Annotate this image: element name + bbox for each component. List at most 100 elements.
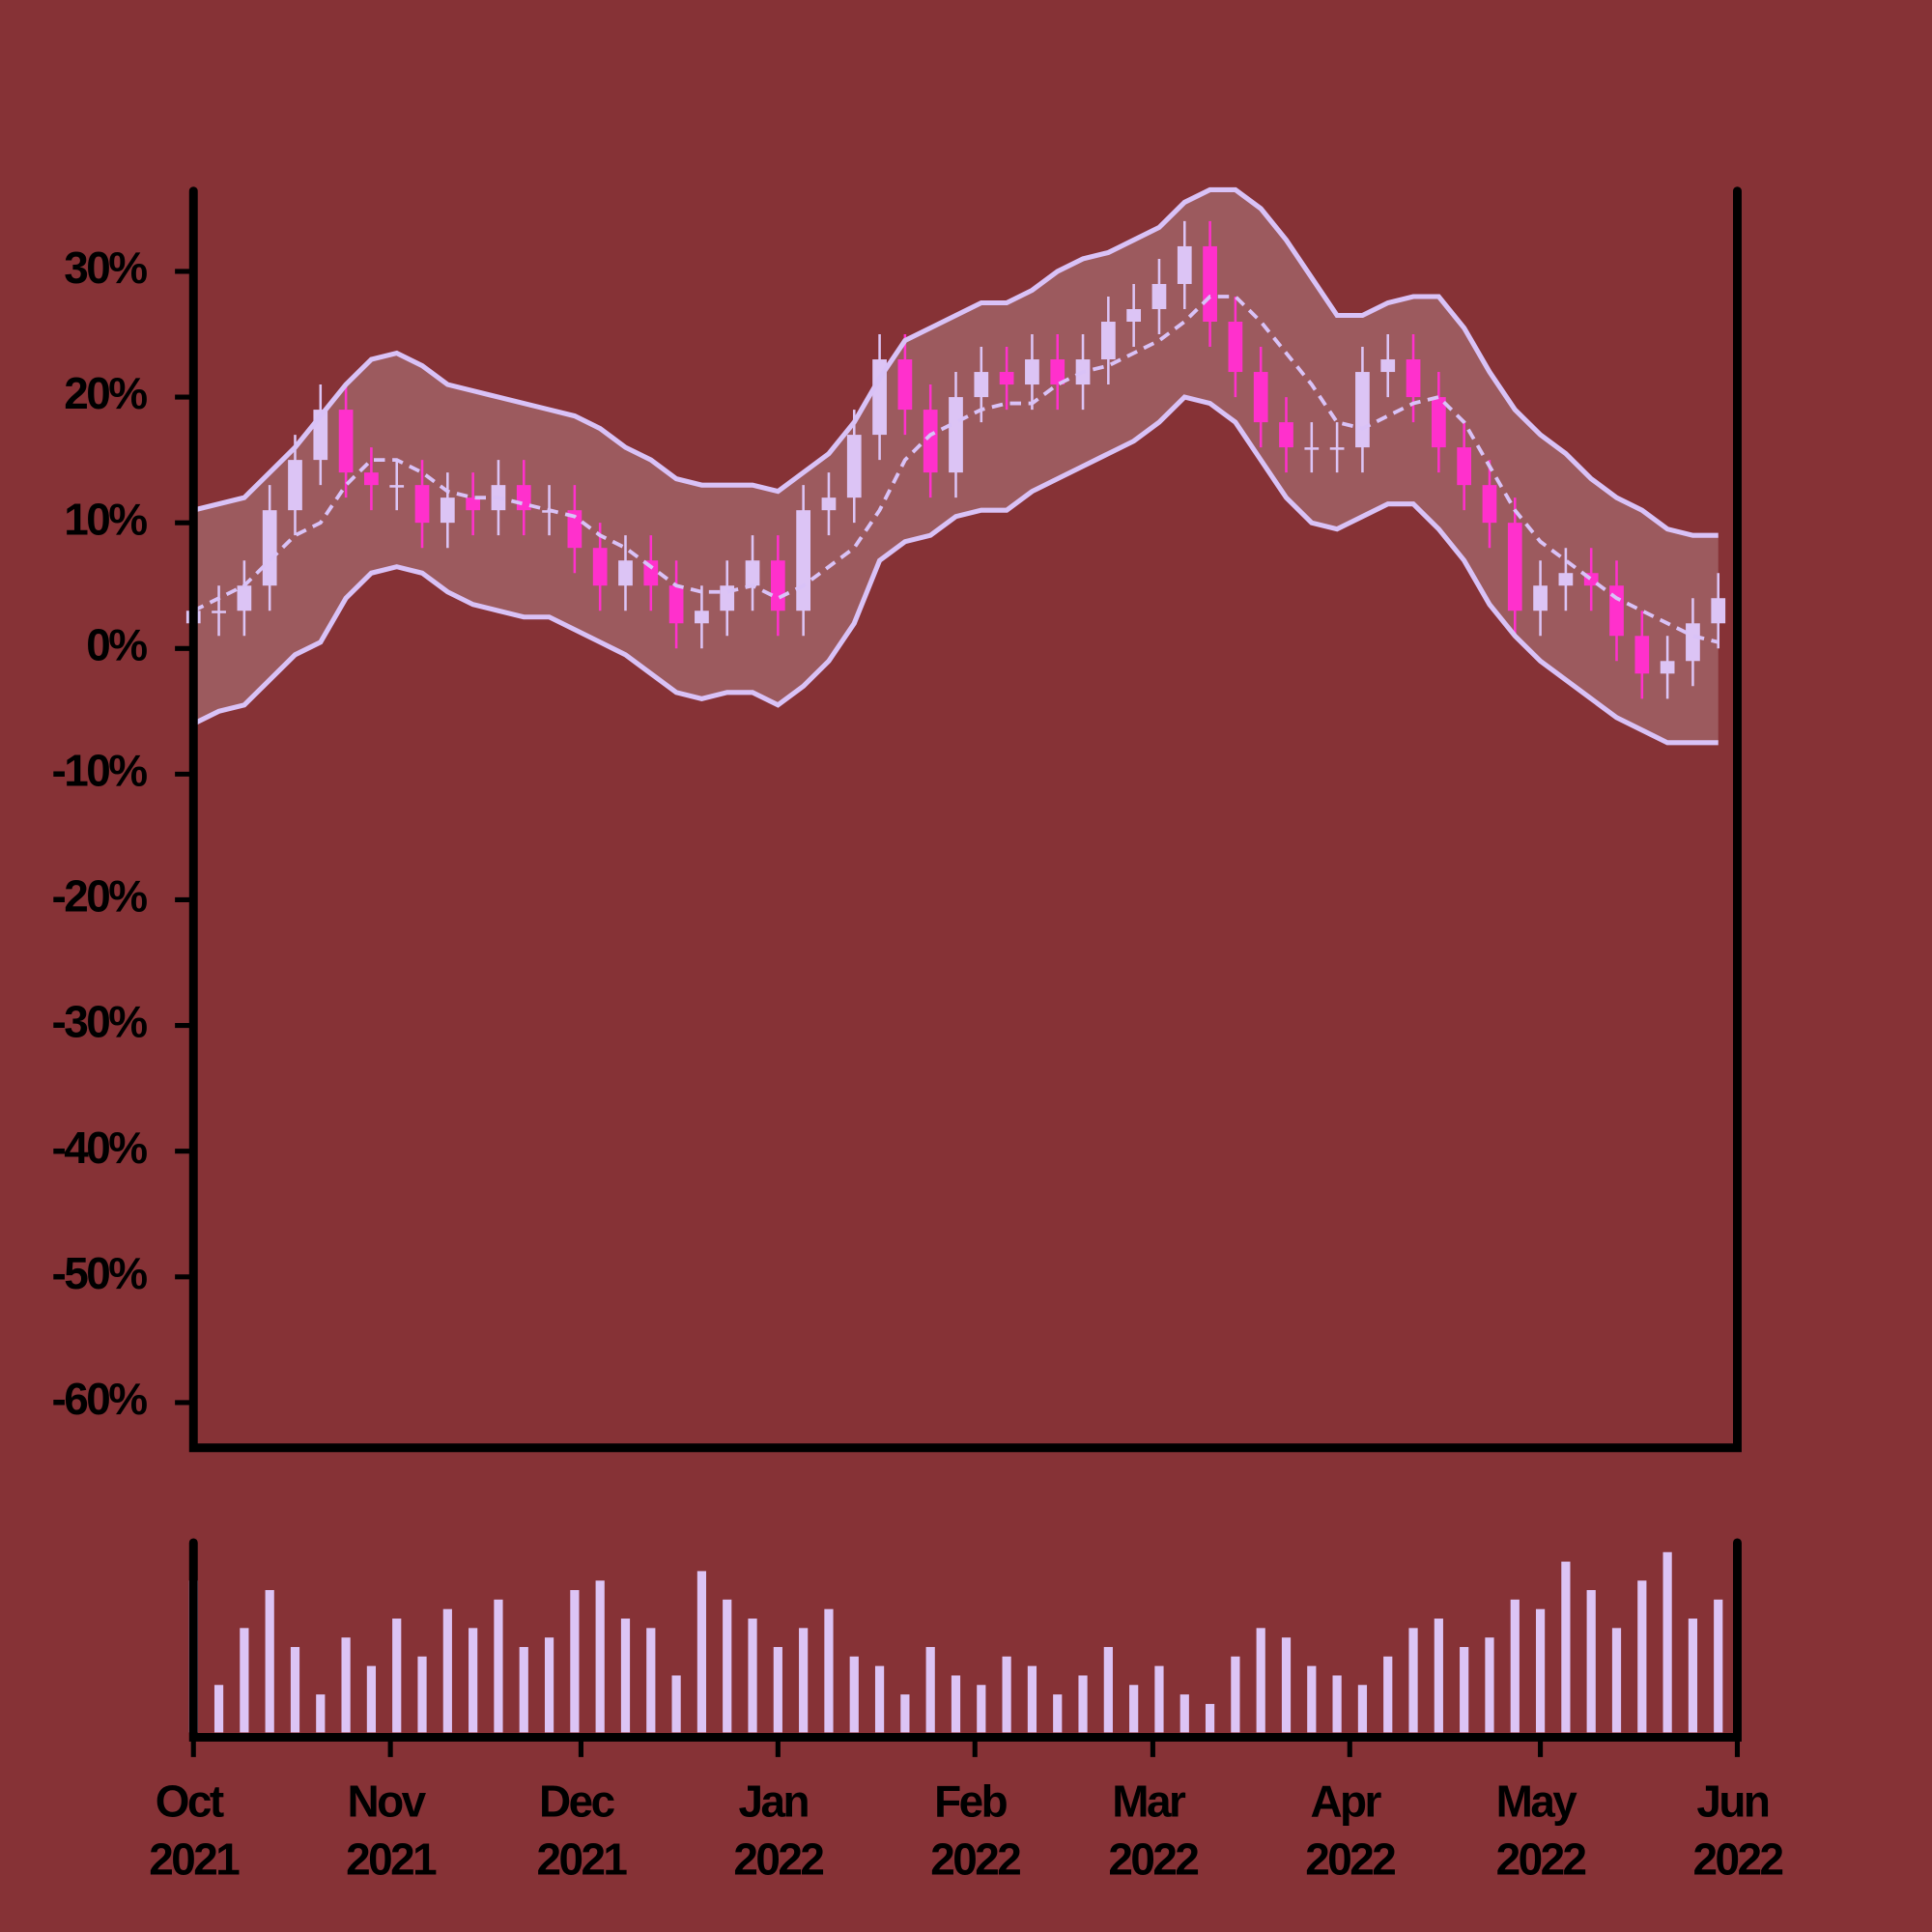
candle-body <box>1025 359 1039 385</box>
candle-body <box>897 359 913 411</box>
volume-bar <box>316 1694 326 1733</box>
volume-bar <box>620 1618 631 1733</box>
candle-body <box>999 372 1014 385</box>
candle-body <box>668 585 684 624</box>
volume-bar <box>824 1608 834 1733</box>
volume-bar <box>925 1646 935 1733</box>
volume-bar <box>1307 1665 1317 1733</box>
volume-bar <box>1357 1685 1368 1733</box>
volume-bar <box>849 1656 859 1733</box>
candle-body <box>618 560 633 586</box>
candle-body <box>1228 322 1243 373</box>
candle-body <box>1253 372 1268 423</box>
candle-body <box>1151 283 1167 309</box>
x-tick-label: Jun 2022 <box>1693 1776 1783 1885</box>
volume-bar <box>1256 1628 1265 1733</box>
volume-bar <box>1078 1675 1088 1733</box>
y-tick-label: -10% <box>52 746 148 796</box>
candle-body <box>643 560 659 586</box>
volume-bar <box>544 1637 554 1733</box>
candle-body <box>770 560 785 611</box>
candle-body <box>1711 598 1726 624</box>
candle-body <box>846 435 862 498</box>
volume-bar <box>442 1608 452 1733</box>
candle-body <box>414 485 430 524</box>
volume-bar <box>519 1646 528 1733</box>
x-tick-label: Feb 2022 <box>930 1776 1020 1885</box>
volume-bar <box>799 1628 809 1733</box>
volume-bar <box>1561 1561 1571 1733</box>
candle-body <box>1279 422 1293 448</box>
candle-body <box>974 372 989 398</box>
candle-body <box>1126 309 1142 323</box>
volume-bar <box>1460 1646 1469 1733</box>
y-tick-label: -40% <box>52 1122 148 1173</box>
volume-bar <box>696 1571 707 1733</box>
candle-body <box>1100 322 1116 360</box>
volume-bar <box>1434 1618 1443 1733</box>
volume-bar <box>1662 1551 1672 1733</box>
x-tick-label: Dec 2021 <box>536 1776 627 1885</box>
volume-bar <box>417 1656 427 1733</box>
volume-bar <box>1053 1694 1063 1733</box>
candle-body <box>1203 245 1217 323</box>
candle-body <box>1634 636 1650 674</box>
y-tick-label: 10% <box>64 494 147 544</box>
volume-bar <box>874 1665 885 1733</box>
main-frame <box>188 186 1742 1453</box>
volume-bar <box>748 1618 757 1733</box>
volume-bar <box>1383 1656 1393 1733</box>
candle-body <box>745 560 760 586</box>
candle-body <box>288 460 302 511</box>
volume-bar <box>1485 1637 1494 1733</box>
volume-bar <box>646 1628 656 1733</box>
candle-body <box>1686 623 1700 662</box>
candle-body <box>1533 585 1548 611</box>
volume-bar <box>723 1599 732 1733</box>
volume-bar <box>1002 1656 1011 1733</box>
marks <box>185 186 1726 1733</box>
volume-bar <box>1611 1628 1622 1733</box>
volume-bar <box>900 1694 910 1733</box>
band-middle <box>192 295 1719 644</box>
volume-frame <box>188 1538 1742 1742</box>
candle-body <box>1482 485 1497 524</box>
x-tick-label: Apr 2022 <box>1305 1776 1395 1885</box>
candle-body <box>796 510 811 611</box>
candle-body <box>1050 359 1065 385</box>
candle-body <box>1660 661 1675 674</box>
volume-bar <box>213 1685 224 1733</box>
candle-body <box>466 497 481 511</box>
candle-body <box>237 585 252 611</box>
candle-body <box>212 611 226 613</box>
candle-body <box>262 510 277 586</box>
candle-body <box>949 397 963 473</box>
candle-body <box>516 485 531 511</box>
candle-body <box>1304 447 1320 450</box>
candle-body <box>821 497 837 511</box>
volume-bar <box>290 1646 300 1733</box>
y-tick-label: 20% <box>64 368 147 418</box>
volume-bar <box>1510 1599 1520 1733</box>
y-tick-label: 0% <box>86 619 147 669</box>
volume-bar <box>1179 1694 1189 1733</box>
band-lower <box>192 394 1719 746</box>
volume-bar <box>1535 1608 1546 1733</box>
volume-bar <box>595 1580 605 1733</box>
candle-body <box>1177 245 1192 284</box>
candle-body <box>389 485 405 488</box>
candle-body <box>1457 447 1472 486</box>
x-tick-label: Jan 2022 <box>733 1776 823 1885</box>
volume-bar <box>570 1590 580 1733</box>
volume-bar <box>392 1618 402 1733</box>
volume-bar <box>977 1685 986 1733</box>
candle-body <box>1609 585 1624 637</box>
candle-body <box>1558 573 1574 586</box>
candle-body <box>872 359 887 436</box>
x-tick-label: Mar 2022 <box>1108 1776 1198 1885</box>
band-upper <box>192 186 1719 538</box>
volume-bar <box>469 1628 478 1733</box>
volume-bar <box>1129 1685 1139 1733</box>
